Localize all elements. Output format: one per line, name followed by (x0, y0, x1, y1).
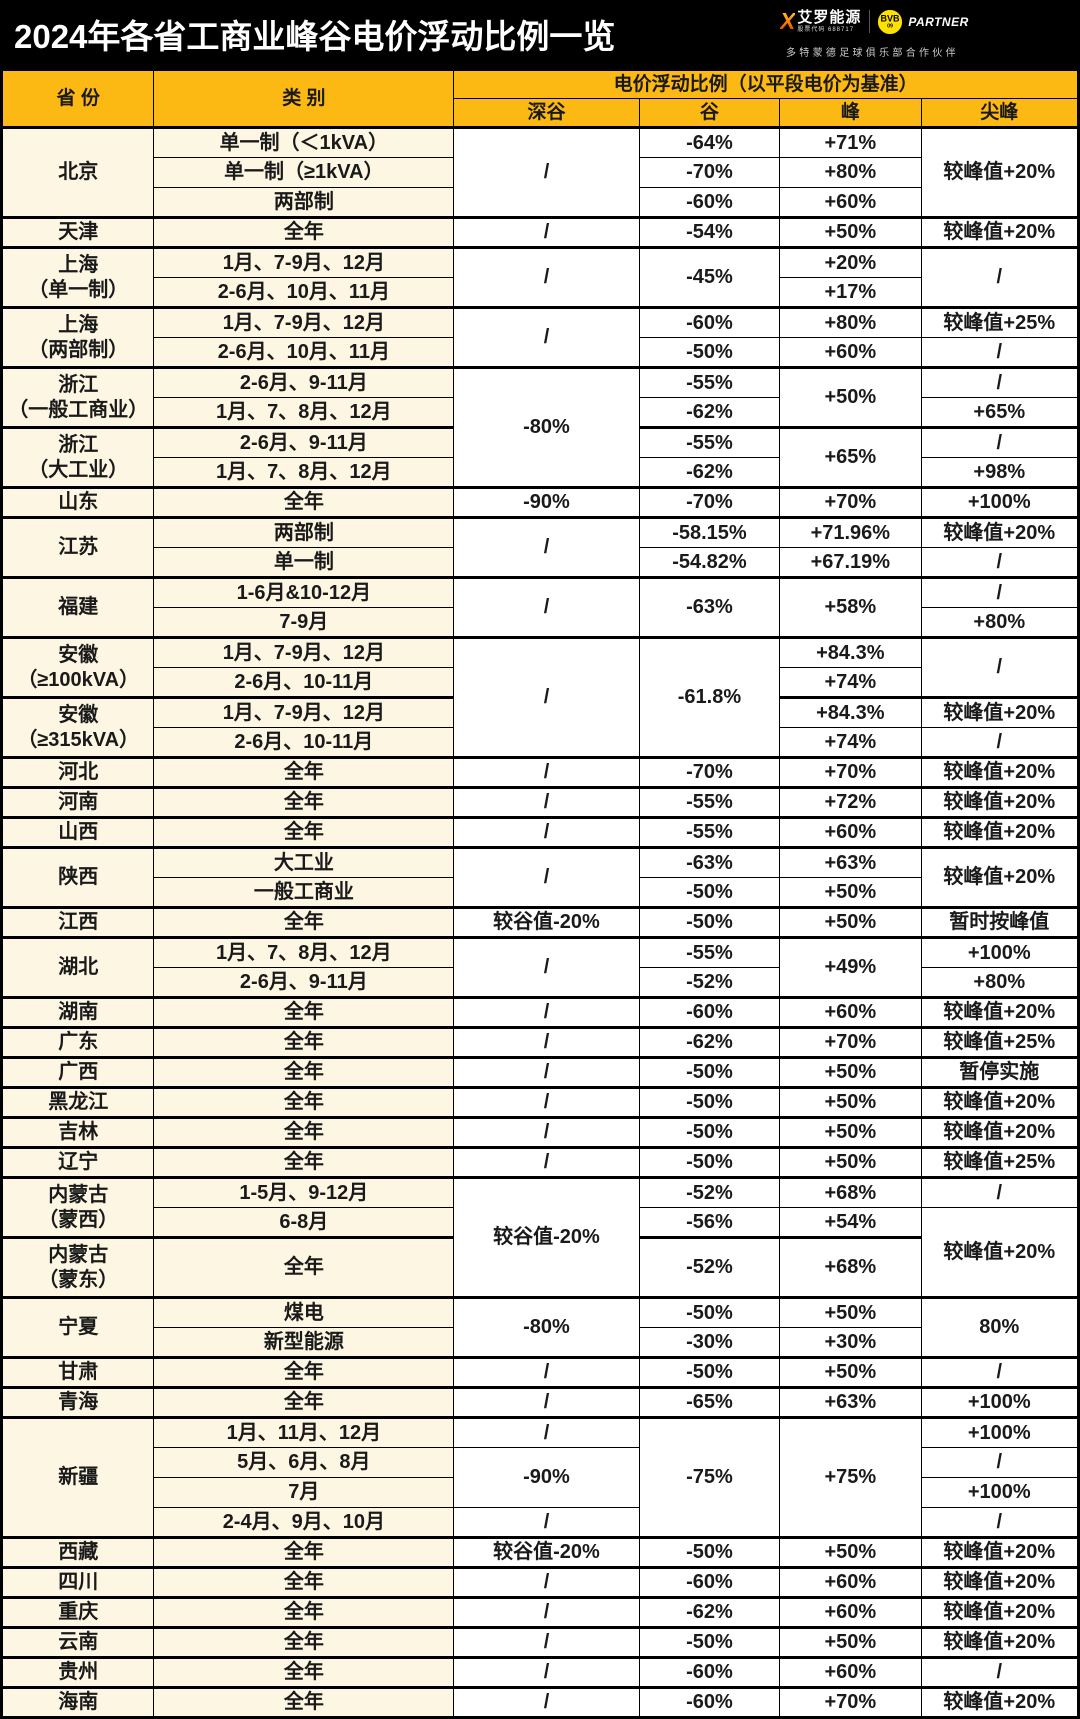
svg-text:BVB: BVB (881, 13, 901, 23)
svg-text:09: 09 (887, 23, 893, 29)
